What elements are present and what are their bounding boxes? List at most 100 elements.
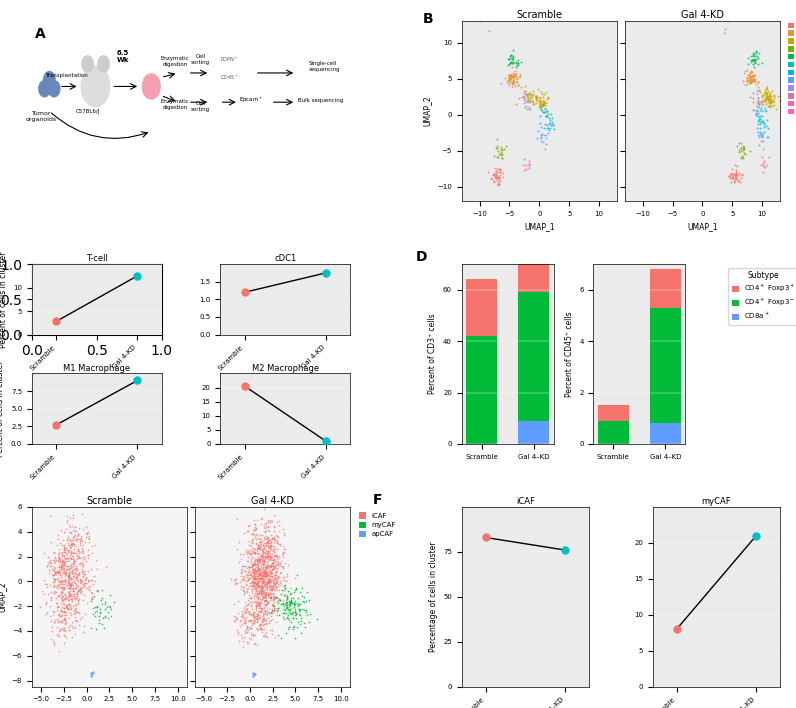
Point <box>253 547 266 559</box>
Point <box>253 553 266 564</box>
Point <box>251 616 263 627</box>
Point <box>518 97 531 108</box>
Point <box>253 593 266 605</box>
Point <box>62 603 75 615</box>
Point <box>53 590 65 602</box>
Point <box>258 544 271 555</box>
Point <box>531 91 544 102</box>
Point <box>267 551 280 562</box>
Point <box>753 98 766 109</box>
Point <box>255 554 267 565</box>
Point <box>61 598 74 610</box>
Point <box>279 598 291 610</box>
Point <box>292 603 305 615</box>
Point <box>64 547 77 558</box>
Point <box>275 588 287 600</box>
Point <box>251 542 263 554</box>
Point <box>273 539 286 550</box>
Point <box>43 556 56 568</box>
Point <box>247 570 259 581</box>
Point <box>494 144 507 155</box>
Point <box>67 554 80 565</box>
Point <box>259 555 271 566</box>
Point <box>266 628 279 639</box>
Point <box>64 573 76 584</box>
Point <box>55 524 68 535</box>
Point <box>529 91 542 102</box>
Point <box>731 161 743 172</box>
Point <box>244 568 257 579</box>
Point <box>266 549 279 560</box>
Point <box>253 621 266 632</box>
Point <box>268 580 281 591</box>
Point <box>248 577 261 588</box>
Point <box>265 537 278 548</box>
Point <box>85 574 98 586</box>
Point <box>263 576 276 587</box>
Point <box>239 597 252 608</box>
Point <box>246 565 259 576</box>
Point <box>239 625 252 636</box>
Point <box>524 91 537 102</box>
Point <box>267 592 280 603</box>
Point <box>259 607 271 618</box>
Point <box>68 604 81 615</box>
Point <box>248 565 261 576</box>
Point <box>242 637 255 649</box>
Point <box>73 593 86 605</box>
Point <box>252 580 264 591</box>
Point <box>275 579 287 590</box>
Point <box>261 522 274 533</box>
Point <box>762 85 775 96</box>
Point <box>241 583 254 595</box>
Point <box>748 69 761 81</box>
Point <box>67 547 80 559</box>
Point <box>247 564 259 575</box>
Point <box>513 70 526 81</box>
Point <box>762 93 775 104</box>
Point <box>249 555 262 566</box>
Point <box>251 557 263 569</box>
Point <box>236 566 248 578</box>
Point <box>55 569 68 580</box>
Point <box>267 574 280 586</box>
Point <box>93 607 106 618</box>
Point <box>287 606 299 617</box>
Title: Gal 4-KD: Gal 4-KD <box>251 496 294 506</box>
Point <box>766 85 778 96</box>
Point <box>53 565 66 576</box>
Point <box>755 130 768 142</box>
Point <box>252 581 264 593</box>
Point <box>64 588 76 600</box>
Point <box>291 600 304 611</box>
Point <box>251 544 263 555</box>
Point <box>524 96 537 108</box>
Point <box>50 604 63 615</box>
Point <box>288 632 301 644</box>
Point <box>238 566 251 577</box>
Point <box>267 593 280 605</box>
Point <box>293 586 306 598</box>
Point <box>284 607 297 618</box>
Point <box>730 169 743 180</box>
Point <box>267 581 279 592</box>
Point <box>519 101 532 113</box>
Point <box>502 59 515 70</box>
Title: Scramble: Scramble <box>87 496 132 506</box>
Point <box>763 90 775 101</box>
Point <box>248 559 260 571</box>
Title: Scramble: Scramble <box>517 11 562 21</box>
Point <box>254 564 267 575</box>
Point <box>521 88 533 100</box>
Point <box>257 561 270 573</box>
Point <box>751 59 764 70</box>
Point <box>764 101 777 113</box>
Point <box>93 607 106 619</box>
Point <box>248 522 261 533</box>
Point <box>761 81 774 93</box>
Point <box>487 151 500 162</box>
Point <box>263 541 276 552</box>
Point <box>503 74 516 85</box>
Point <box>59 547 72 558</box>
Point <box>734 173 747 184</box>
